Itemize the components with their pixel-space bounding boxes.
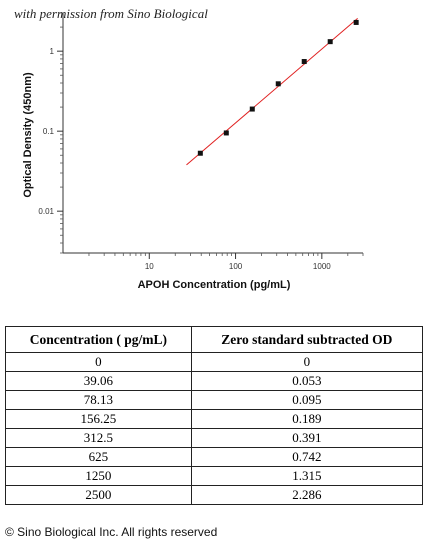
cell-concentration: 39.06 <box>5 371 192 391</box>
y-tick-label: 0.01 <box>38 207 54 216</box>
y-axis-label: Optical Density (450nm) <box>22 72 34 198</box>
table-row: 625 0.742 <box>5 447 424 467</box>
data-point <box>301 59 307 65</box>
table-header-row: Concentration ( pg/mL) Zero standard sub… <box>5 326 424 353</box>
table-row: 156.25 0.189 <box>5 409 424 429</box>
data-point <box>223 130 229 136</box>
y-tick-label: 0.1 <box>43 127 55 136</box>
data-point <box>249 106 255 112</box>
cell-concentration: 156.25 <box>5 409 192 429</box>
copyright-notice: © Sino Biological Inc. All rights reserv… <box>5 525 218 539</box>
standard-data-table: Concentration ( pg/mL) Zero standard sub… <box>5 326 424 505</box>
cell-od: 1.315 <box>190 466 424 486</box>
y-axis-label-wrap: Optical Density (450nm) <box>18 35 38 235</box>
table-row: 78.13 0.095 <box>5 390 424 410</box>
cell-od: 0 <box>190 352 424 372</box>
x-tick-label: 1000 <box>313 262 331 271</box>
table-row: 1250 1.315 <box>5 466 424 486</box>
data-point <box>353 19 359 25</box>
x-axis-label: APOH Concentration (pg/mL) <box>137 279 291 291</box>
data-point <box>197 150 203 156</box>
cell-od: 0.742 <box>190 447 424 467</box>
table-body: 0 0 39.06 0.053 78.13 0.095 156.25 0.189 312.5 0.… <box>5 352 424 505</box>
header-od: Zero standard subtracted OD <box>190 326 424 353</box>
table-row: 39.06 0.053 <box>5 371 424 391</box>
cell-concentration: 0 <box>5 352 192 372</box>
chart-ticks: 10 100 1000 0.01 0.1 1 <box>38 12 364 271</box>
header-concentration: Concentration ( pg/mL) <box>5 326 192 353</box>
cell-concentration: 78.13 <box>5 390 192 410</box>
x-tick-label: 10 <box>145 262 154 271</box>
permission-note: with permission from Sino Biological <box>14 6 208 21</box>
x-tick-label: 100 <box>229 262 243 271</box>
data-point <box>275 81 281 87</box>
cell-od: 0.095 <box>190 390 424 410</box>
cell-od: 0.391 <box>190 428 424 448</box>
table-row: 2500 2.286 <box>5 485 424 505</box>
data-points <box>197 19 359 156</box>
od-standard-curve-chart: 10 100 1000 0.01 0.1 1 <box>38 12 364 271</box>
cell-od: 2.286 <box>190 485 424 505</box>
cell-concentration: 1250 <box>5 466 192 486</box>
table-row: 312.5 0.391 <box>5 428 424 448</box>
cell-concentration: 2500 <box>5 485 192 505</box>
cell-od: 0.053 <box>190 371 424 391</box>
cell-concentration: 625 <box>5 447 192 467</box>
data-point <box>327 39 333 45</box>
cell-concentration: 312.5 <box>5 428 192 448</box>
y-tick-label: 1 <box>50 47 55 56</box>
chart-axes <box>62 13 363 254</box>
cell-od: 0.189 <box>190 409 424 429</box>
